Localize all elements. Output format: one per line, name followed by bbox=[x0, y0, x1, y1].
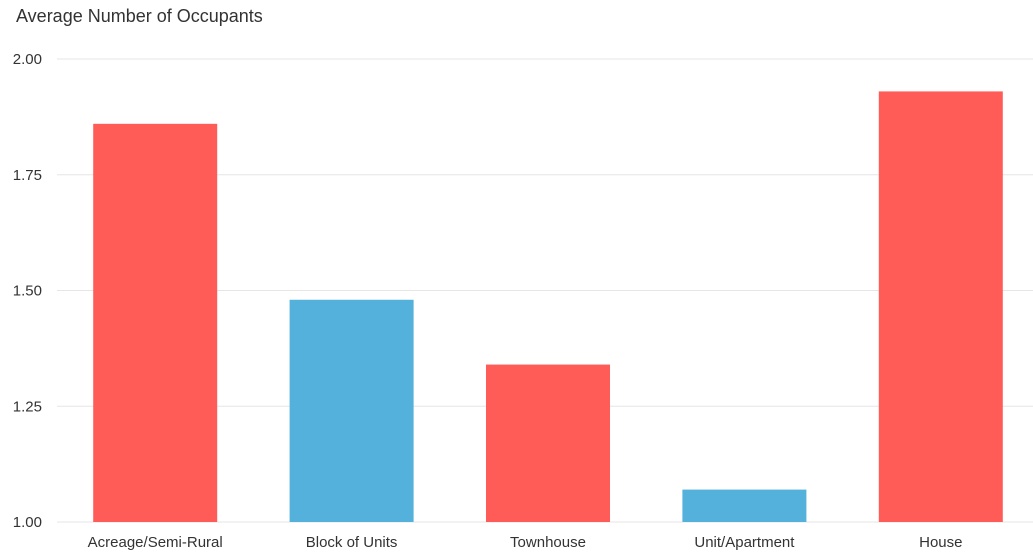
bars bbox=[93, 91, 1003, 522]
x-category-label: Block of Units bbox=[306, 534, 398, 551]
bar[interactable] bbox=[682, 489, 807, 522]
y-tick-label: 1.50 bbox=[13, 283, 42, 300]
x-category-label: House bbox=[919, 534, 962, 551]
chart-title: Average Number of Occupants bbox=[16, 6, 263, 26]
y-tick-label: 2.00 bbox=[13, 51, 42, 68]
bar[interactable] bbox=[289, 299, 414, 522]
bar[interactable] bbox=[878, 91, 1003, 522]
y-tick-label: 1.75 bbox=[13, 167, 42, 184]
x-category-label: Townhouse bbox=[510, 534, 586, 551]
y-tick-label: 1.25 bbox=[13, 398, 42, 415]
bar[interactable] bbox=[486, 364, 610, 522]
x-category-label: Acreage/Semi-Rural bbox=[88, 534, 223, 551]
y-axis-ticks: 1.00 1.25 1.50 1.75 2.00 bbox=[13, 51, 42, 531]
x-axis-labels: Acreage/Semi-Rural Block of Units Townhous… bbox=[88, 534, 963, 551]
bar[interactable] bbox=[93, 123, 218, 522]
y-tick-label: 1.00 bbox=[13, 514, 42, 531]
x-category-label: Unit/Apartment bbox=[694, 534, 795, 551]
